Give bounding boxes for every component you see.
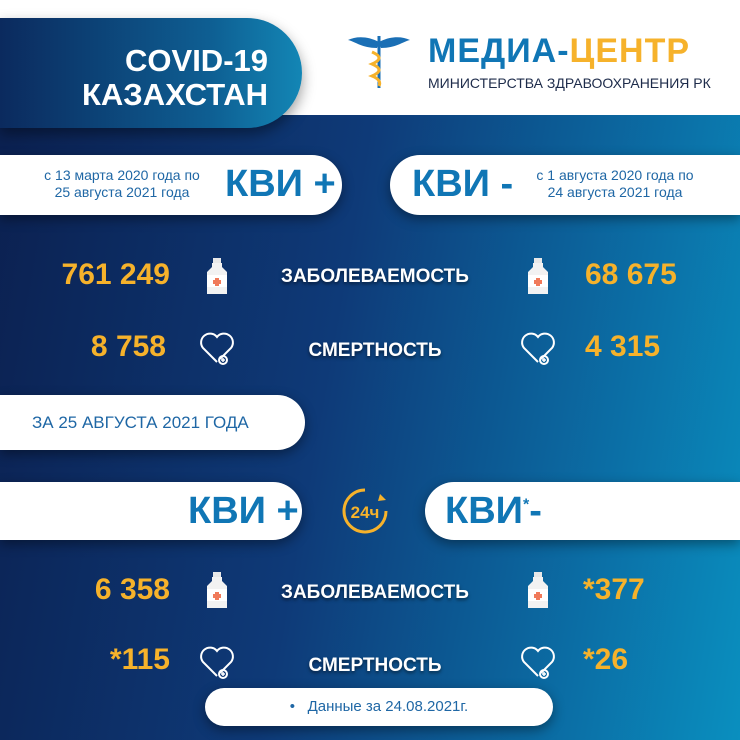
daily-incidence-label: ЗАБОЛЕВАЕМОСТЬ	[281, 582, 469, 603]
period-right: с 1 августа 2020 года по 24 августа 2021 …	[515, 167, 715, 201]
heart-stethoscope-icon	[519, 330, 557, 371]
footnote-pill: • Данные за 24.08.2021г.	[205, 688, 553, 726]
minus-sign: -	[529, 490, 542, 532]
incidence-label: ЗАБОЛЕВАЕМОСТЬ	[281, 266, 469, 287]
logo-title-part2: ЦЕНТР	[569, 32, 691, 70]
logo-title-part1: МЕДИА-	[428, 32, 570, 70]
medicine-bottle-icon	[206, 572, 228, 613]
daily-incidence-negative: *377	[583, 573, 645, 606]
daily-kvi-negative-label: КВИ*-	[445, 490, 542, 533]
daily-incidence-positive: 6 358	[94, 573, 170, 606]
kvi-positive-label: КВИ +	[225, 163, 336, 205]
heart-stethoscope-icon	[198, 330, 236, 371]
daily-kvi-negative-text: КВИ	[445, 490, 523, 532]
daily-mortality-label: СМЕРТНОСТЬ	[308, 655, 442, 676]
logo-title: МЕДИА-ЦЕНТР	[428, 32, 690, 71]
logo-subtitle: МИНИСТЕРСТВА ЗДРАВООХРАНЕНИЯ РК	[428, 75, 711, 91]
medicine-bottle-icon	[206, 258, 228, 299]
cumulative-incidence-negative: 68 675	[585, 258, 677, 291]
date-label: ЗА 25 АВГУСТА 2021 ГОДА	[32, 413, 249, 432]
heart-stethoscope-icon	[519, 644, 557, 685]
daily-mortality-negative: *26	[583, 643, 629, 676]
cumulative-mortality-positive: 8 758	[90, 330, 166, 363]
date-pill: ЗА 25 АВГУСТА 2021 ГОДА	[0, 395, 305, 450]
daily-positive-pill: КВИ +	[0, 482, 302, 540]
footnote: • Данные за 24.08.2021г.	[289, 698, 469, 715]
cumulative-incidence-positive: 761 249	[61, 258, 170, 291]
footnote-text: Данные за 24.08.2021г.	[307, 698, 469, 715]
period-left: с 13 марта 2020 года по 25 августа 2021 г…	[22, 167, 222, 201]
medicine-bottle-icon	[527, 572, 549, 613]
daily-kvi-positive-label: КВИ +	[188, 490, 299, 532]
medicine-bottle-icon	[527, 258, 549, 299]
period-right-line2: 24 августа 2021 года	[547, 184, 683, 200]
period-left-line2: 25 августа 2021 года	[54, 184, 190, 200]
period-right-line1: с 1 августа 2020 года по	[536, 167, 694, 183]
24h-clock-icon: 24ч	[342, 488, 388, 534]
cumulative-mortality-negative: 4 315	[585, 330, 661, 363]
header-line2: КАЗАХСТАН	[82, 77, 268, 112]
daily-negative-pill: КВИ*-	[425, 482, 740, 540]
caduceus-logo-icon	[348, 36, 410, 88]
cumulative-positive-pill: с 13 марта 2020 года по 25 августа 2021 г…	[0, 155, 342, 215]
asterisk: *	[522, 496, 530, 514]
daily-mortality-positive: *115	[109, 643, 170, 676]
heart-stethoscope-icon	[198, 644, 236, 685]
kvi-negative-label: КВИ -	[412, 163, 514, 205]
header-line1: COVID-19	[125, 43, 268, 78]
mortality-label: СМЕРТНОСТЬ	[308, 340, 442, 361]
header-pill: COVID-19 КАЗАХСТАН	[0, 18, 302, 128]
cumulative-negative-pill: КВИ - с 1 августа 2020 года по 24 августа…	[390, 155, 740, 215]
period-left-line1: с 13 марта 2020 года по	[44, 167, 200, 183]
24h-badge: 24ч	[351, 503, 380, 522]
